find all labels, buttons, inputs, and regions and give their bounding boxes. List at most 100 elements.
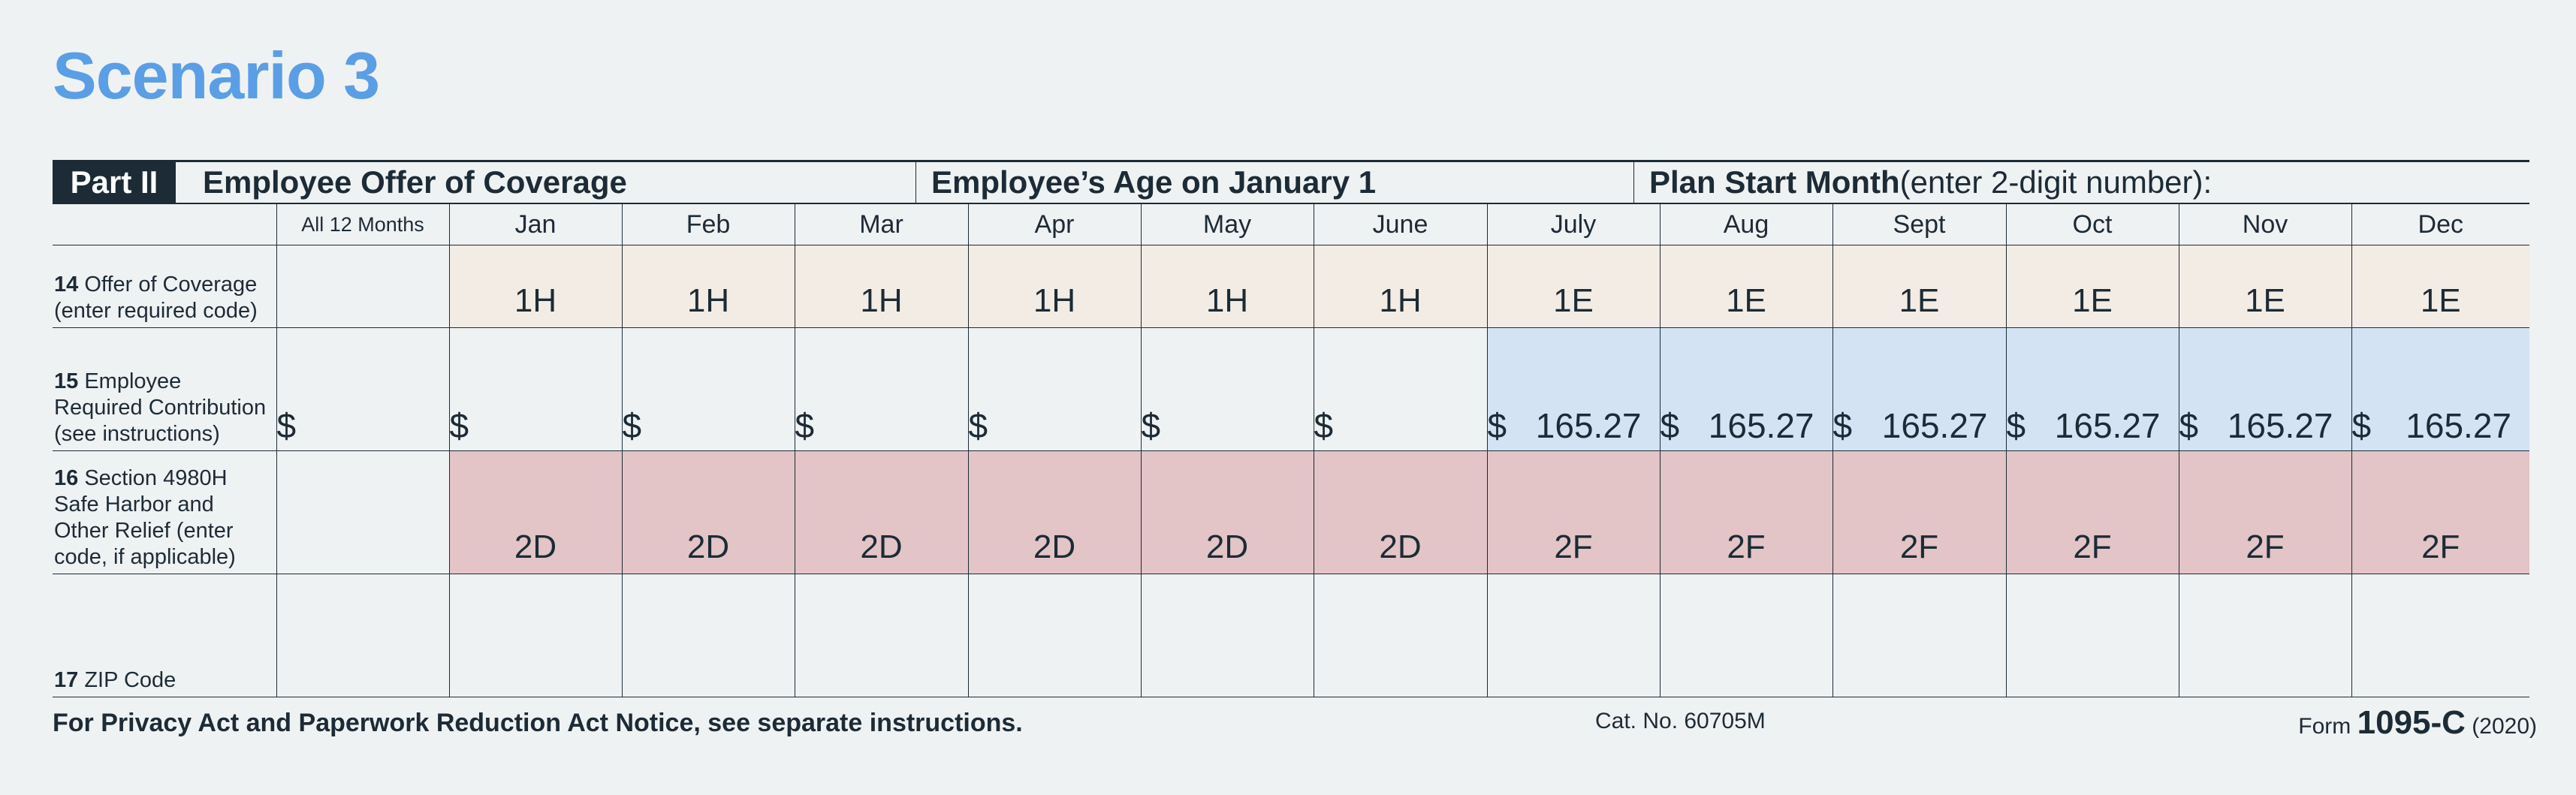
contribution-cell[interactable]: $ [448, 327, 623, 451]
dollar-sign: $ [449, 406, 469, 445]
offer-code-cell[interactable]: 1H [1140, 245, 1314, 328]
dollar-sign: $ [795, 406, 815, 445]
zip-cell[interactable] [1486, 574, 1661, 697]
header-month: Dec [2351, 203, 2529, 245]
contribution-cell[interactable]: $ [967, 327, 1142, 451]
offer-code-cell[interactable]: 1H [621, 245, 795, 328]
contribution-cell[interactable]: $ [794, 327, 969, 451]
zip-cell[interactable] [1832, 574, 2007, 697]
form-id: Form 1095-C (2020) [2298, 704, 2537, 741]
safe-harbor-cell[interactable]: 2D [448, 450, 623, 574]
offer-code-cell[interactable]: 1E [2351, 245, 2529, 328]
safe-harbor-cell[interactable]: 2D [1313, 450, 1488, 574]
form-1095c-part2: Part II Employee Offer of Coverage Emplo… [53, 160, 2529, 697]
row-17-zip-code: 17 ZIP Code [53, 574, 2529, 697]
dollar-sign: $ [2006, 406, 2026, 445]
offer-code-cell[interactable]: 1H [1313, 245, 1488, 328]
contribution-cell[interactable]: $165.27 [2351, 327, 2529, 451]
zip-cell[interactable] [1140, 574, 1314, 697]
header-blank [53, 203, 277, 245]
header-month: Nov [2178, 203, 2352, 245]
zip-cell[interactable] [1313, 574, 1488, 697]
contribution-amount: 165.27 [2054, 406, 2161, 445]
safe-harbor-cell[interactable]: 2F [2005, 450, 2179, 574]
zip-cell[interactable] [794, 574, 969, 697]
dollar-sign: $ [2179, 406, 2199, 445]
contribution-cell[interactable]: $165.27 [1486, 327, 1661, 451]
section-age-title: Employee’s Age on January 1 [916, 162, 1634, 203]
offer-code-cell[interactable]: 1E [1832, 245, 2007, 328]
header-month: July [1486, 203, 1661, 245]
row-label: 17 ZIP Code [53, 574, 277, 697]
header-all-12-months: All 12 Months [276, 203, 450, 245]
section-plan-start-title: Plan Start Month (enter 2-digit number): [1649, 164, 2213, 200]
coverage-table: All 12 Months Jan Feb Mar Apr May June J… [53, 203, 2529, 697]
contribution-amount: 165.27 [2406, 406, 2511, 445]
dollar-sign: $ [1141, 406, 1161, 445]
part-header: Part II Employee Offer of Coverage Emplo… [53, 160, 2529, 203]
safe-harbor-all-12[interactable] [276, 450, 450, 574]
dollar-sign: $ [1487, 406, 1507, 445]
dollar-sign: $ [1660, 406, 1680, 445]
zip-cell[interactable] [621, 574, 795, 697]
contribution-all-12[interactable]: $ [276, 327, 450, 451]
dollar-sign: $ [1314, 406, 1334, 445]
offer-code-cell[interactable]: 1E [1659, 245, 1833, 328]
offer-code-cell[interactable]: 1E [2005, 245, 2179, 328]
safe-harbor-cell[interactable]: 2F [1659, 450, 1833, 574]
safe-harbor-cell[interactable]: 2D [794, 450, 969, 574]
safe-harbor-cell[interactable]: 2D [967, 450, 1142, 574]
header-month: Mar [794, 203, 969, 245]
contribution-cell[interactable]: $165.27 [1832, 327, 2007, 451]
privacy-notice: For Privacy Act and Paperwork Reduction … [53, 709, 1023, 737]
contribution-cell[interactable]: $ [1140, 327, 1314, 451]
row-label: 16 Section 4980H Safe Harbor and Other R… [53, 450, 277, 574]
offer-code-all-12[interactable] [276, 245, 450, 328]
header-month: Apr [967, 203, 1142, 245]
contribution-cell[interactable]: $165.27 [1659, 327, 1833, 451]
offer-code-cell[interactable]: 1E [1486, 245, 1661, 328]
contribution-amount: 165.27 [2227, 406, 2333, 445]
dollar-sign: $ [2351, 406, 2372, 445]
row-15-employee-contribution: 15 Employee Required Contribution (see i… [53, 327, 2529, 451]
safe-harbor-cell[interactable]: 2F [2351, 450, 2529, 574]
dollar-sign: $ [968, 406, 988, 445]
header-month: May [1140, 203, 1314, 245]
header-month: Oct [2005, 203, 2179, 245]
contribution-amount: 165.27 [1535, 406, 1642, 445]
offer-code-cell[interactable]: 1H [967, 245, 1142, 328]
dollar-sign: $ [1832, 406, 1853, 445]
zip-cell[interactable] [2178, 574, 2352, 697]
row-14-offer-of-coverage: 14 Offer of Coverage (enter required cod… [53, 245, 2529, 328]
zip-cell[interactable] [276, 574, 450, 697]
month-header-row: All 12 Months Jan Feb Mar Apr May June J… [53, 203, 2529, 245]
header-month: June [1313, 203, 1488, 245]
safe-harbor-cell[interactable]: 2D [1140, 450, 1314, 574]
safe-harbor-cell[interactable]: 2F [1832, 450, 2007, 574]
header-month: Feb [621, 203, 795, 245]
contribution-cell[interactable]: $ [621, 327, 795, 451]
part-label: Part II [53, 162, 176, 203]
offer-code-cell[interactable]: 1H [448, 245, 623, 328]
contribution-cell[interactable]: $ [1313, 327, 1488, 451]
section-offer-title: Employee Offer of Coverage [176, 162, 916, 203]
contribution-cell[interactable]: $165.27 [2005, 327, 2179, 451]
safe-harbor-cell[interactable]: 2D [621, 450, 795, 574]
row-label: 15 Employee Required Contribution (see i… [53, 327, 277, 451]
header-month: Jan [448, 203, 623, 245]
safe-harbor-cell[interactable]: 2F [2178, 450, 2352, 574]
offer-code-cell[interactable]: 1E [2178, 245, 2352, 328]
contribution-cell[interactable]: $165.27 [2178, 327, 2352, 451]
offer-code-cell[interactable]: 1H [794, 245, 969, 328]
safe-harbor-cell[interactable]: 2F [1486, 450, 1661, 574]
contribution-amount: 165.27 [1708, 406, 1814, 445]
zip-cell[interactable] [1659, 574, 1833, 697]
zip-cell[interactable] [2005, 574, 2179, 697]
dollar-sign: $ [276, 406, 297, 445]
zip-cell[interactable] [967, 574, 1142, 697]
row-16-safe-harbor: 16 Section 4980H Safe Harbor and Other R… [53, 450, 2529, 574]
zip-cell[interactable] [2351, 574, 2529, 697]
zip-cell[interactable] [448, 574, 623, 697]
form-footer: For Privacy Act and Paperwork Reduction … [53, 704, 2537, 741]
dollar-sign: $ [622, 406, 642, 445]
